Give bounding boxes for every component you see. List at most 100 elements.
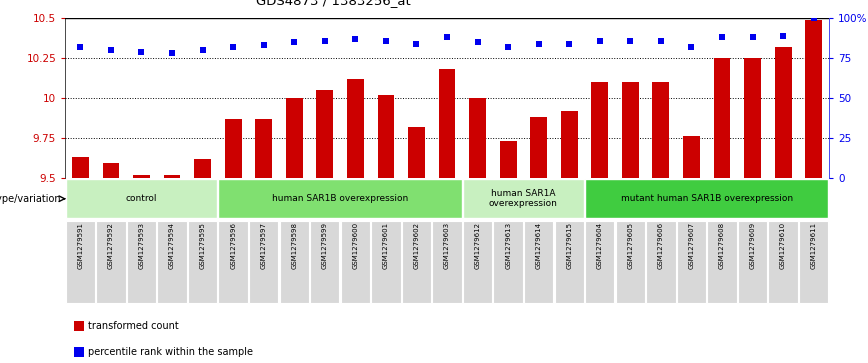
- Bar: [744, 58, 761, 178]
- Text: GSM1279611: GSM1279611: [811, 222, 817, 269]
- Point: [195, 47, 209, 53]
- FancyBboxPatch shape: [372, 221, 400, 303]
- Point: [715, 34, 729, 40]
- Text: GSM1279599: GSM1279599: [322, 222, 328, 269]
- Text: GSM1279593: GSM1279593: [139, 222, 144, 269]
- Text: GDS4873 / 1383256_at: GDS4873 / 1383256_at: [256, 0, 411, 7]
- Bar: [133, 175, 150, 178]
- FancyBboxPatch shape: [66, 179, 217, 219]
- Text: GSM1279609: GSM1279609: [750, 222, 755, 269]
- Point: [165, 50, 179, 56]
- Point: [562, 41, 576, 46]
- Bar: [653, 82, 669, 178]
- Bar: [775, 47, 792, 178]
- Text: GSM1279594: GSM1279594: [169, 222, 175, 269]
- FancyBboxPatch shape: [555, 221, 584, 303]
- Bar: [561, 111, 577, 178]
- FancyBboxPatch shape: [524, 221, 553, 303]
- Point: [227, 44, 240, 50]
- Text: GSM1279613: GSM1279613: [505, 222, 511, 269]
- Point: [318, 38, 332, 44]
- Text: GSM1279596: GSM1279596: [230, 222, 236, 269]
- FancyBboxPatch shape: [738, 221, 767, 303]
- Bar: [438, 69, 456, 178]
- Text: GSM1279607: GSM1279607: [688, 222, 694, 269]
- Point: [410, 41, 424, 46]
- FancyBboxPatch shape: [494, 221, 523, 303]
- FancyBboxPatch shape: [219, 221, 247, 303]
- Text: genotype/variation: genotype/variation: [0, 194, 61, 204]
- Text: GSM1279612: GSM1279612: [475, 222, 481, 269]
- Point: [685, 44, 699, 50]
- Bar: [102, 163, 119, 178]
- FancyBboxPatch shape: [66, 221, 95, 303]
- Bar: [622, 82, 639, 178]
- Point: [135, 49, 148, 54]
- Text: GSM1279615: GSM1279615: [566, 222, 572, 269]
- Point: [104, 47, 118, 53]
- FancyBboxPatch shape: [432, 221, 462, 303]
- Point: [440, 34, 454, 40]
- Point: [746, 34, 760, 40]
- FancyBboxPatch shape: [219, 179, 462, 219]
- Point: [287, 39, 301, 45]
- Text: human SAR1A
overexpression: human SAR1A overexpression: [489, 189, 558, 208]
- Text: GSM1279597: GSM1279597: [260, 222, 266, 269]
- Bar: [530, 117, 547, 178]
- Text: GSM1279600: GSM1279600: [352, 222, 358, 269]
- Text: transformed count: transformed count: [88, 321, 179, 331]
- FancyBboxPatch shape: [249, 221, 279, 303]
- Text: percentile rank within the sample: percentile rank within the sample: [88, 347, 253, 357]
- FancyBboxPatch shape: [341, 221, 370, 303]
- Text: mutant human SAR1B overexpression: mutant human SAR1B overexpression: [621, 194, 792, 203]
- Bar: [286, 98, 303, 178]
- FancyBboxPatch shape: [463, 221, 492, 303]
- Point: [654, 38, 667, 44]
- FancyBboxPatch shape: [310, 221, 339, 303]
- Text: GSM1279608: GSM1279608: [719, 222, 725, 269]
- FancyBboxPatch shape: [96, 221, 126, 303]
- FancyBboxPatch shape: [707, 221, 737, 303]
- Text: human SAR1B overexpression: human SAR1B overexpression: [272, 194, 408, 203]
- Text: GSM1279606: GSM1279606: [658, 222, 664, 269]
- Point: [470, 39, 484, 45]
- Text: GSM1279601: GSM1279601: [383, 222, 389, 269]
- Bar: [317, 90, 333, 178]
- FancyBboxPatch shape: [463, 179, 584, 219]
- FancyBboxPatch shape: [647, 221, 675, 303]
- Bar: [500, 141, 516, 178]
- Text: GSM1279614: GSM1279614: [536, 222, 542, 269]
- FancyBboxPatch shape: [188, 221, 217, 303]
- FancyBboxPatch shape: [615, 221, 645, 303]
- Point: [348, 36, 362, 42]
- FancyBboxPatch shape: [402, 221, 431, 303]
- Text: control: control: [126, 194, 157, 203]
- Point: [593, 38, 607, 44]
- Point: [776, 33, 790, 38]
- Bar: [713, 58, 730, 178]
- Text: GSM1279605: GSM1279605: [628, 222, 634, 269]
- Text: GSM1279610: GSM1279610: [780, 222, 786, 269]
- Bar: [408, 127, 424, 178]
- Bar: [255, 119, 272, 178]
- FancyBboxPatch shape: [279, 221, 309, 303]
- FancyBboxPatch shape: [127, 221, 156, 303]
- Bar: [194, 159, 211, 178]
- Point: [623, 38, 637, 44]
- Bar: [164, 175, 181, 178]
- Point: [501, 44, 515, 50]
- Text: GSM1279602: GSM1279602: [413, 222, 419, 269]
- Bar: [470, 98, 486, 178]
- Bar: [378, 95, 394, 178]
- Text: GSM1279591: GSM1279591: [77, 222, 83, 269]
- Point: [806, 15, 820, 21]
- Text: GSM1279595: GSM1279595: [200, 222, 206, 269]
- FancyBboxPatch shape: [585, 221, 615, 303]
- Point: [532, 41, 546, 46]
- Bar: [683, 136, 700, 178]
- Point: [379, 38, 393, 44]
- FancyBboxPatch shape: [677, 221, 706, 303]
- FancyBboxPatch shape: [585, 179, 828, 219]
- FancyBboxPatch shape: [768, 221, 798, 303]
- Bar: [225, 119, 241, 178]
